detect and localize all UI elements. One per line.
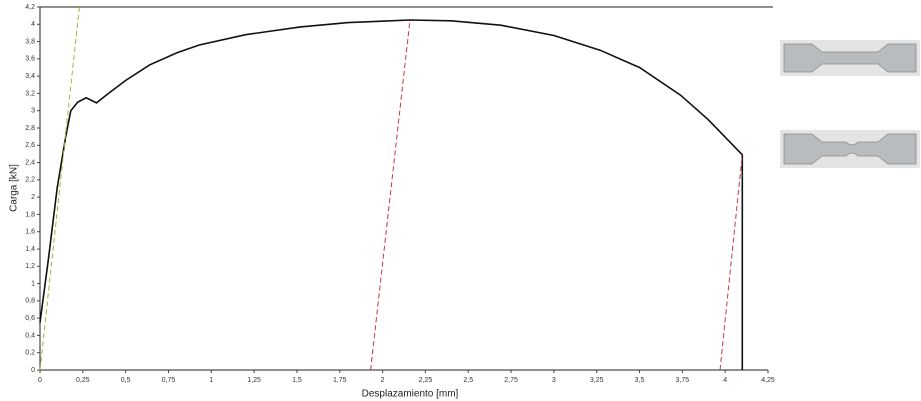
- y-tick-label: 2,2: [25, 177, 35, 184]
- x-tick-label: 2,5: [463, 377, 473, 384]
- x-tick-label: 3,5: [635, 377, 645, 384]
- y-tick-label: 3: [31, 108, 35, 115]
- x-tick-label: 4: [723, 377, 727, 384]
- y-tick-label: 3,2: [25, 90, 35, 97]
- y-tick-label: 2,4: [25, 159, 35, 166]
- y-tick-label: 4,2: [25, 4, 35, 11]
- y-tick-label: 0: [31, 367, 35, 374]
- y-tick-label: 1,8: [25, 211, 35, 218]
- x-tick-label: 0,5: [121, 377, 131, 384]
- specimen-photo-before: [780, 40, 920, 76]
- x-tick-label: 0,25: [76, 377, 90, 384]
- x-tick-label: 0,75: [162, 377, 176, 384]
- x-tick-label: 0: [38, 377, 42, 384]
- x-tick-label: 1: [209, 377, 213, 384]
- y-tick-label: 0,8: [25, 298, 35, 305]
- dashed-line: [719, 154, 743, 371]
- y-tick-label: 4: [31, 21, 35, 28]
- load-curve: [39, 19, 744, 370]
- specimen-photo-after: [780, 130, 920, 168]
- dashed-line: [370, 19, 411, 371]
- x-tick-label: 1,25: [247, 377, 261, 384]
- y-tick-label: 1,4: [25, 246, 35, 253]
- y-tick-label: 2: [31, 194, 35, 201]
- y-tick-label: 3,6: [25, 56, 35, 63]
- y-tick-label: 1,2: [25, 263, 35, 270]
- y-tick-label: 0,6: [25, 315, 35, 322]
- x-tick-label: 3,25: [590, 377, 604, 384]
- y-tick-label: 0,4: [25, 332, 35, 339]
- x-tick-label: 2,75: [504, 377, 518, 384]
- x-tick-label: 4,25: [761, 377, 775, 384]
- x-tick-label: 1,75: [333, 377, 347, 384]
- y-tick-label: 1: [31, 280, 35, 287]
- x-tick-label: 1,5: [292, 377, 302, 384]
- y-tick-label: 3,4: [25, 73, 35, 80]
- y-axis-label: Carga [kN]: [9, 164, 20, 212]
- dashed-line: [39, 6, 80, 371]
- y-tick-label: 2,8: [25, 125, 35, 132]
- x-tick-label: 2: [381, 377, 385, 384]
- x-tick-label: 3,75: [676, 377, 690, 384]
- y-tick-label: 2,6: [25, 142, 35, 149]
- y-tick-label: 1,6: [25, 229, 35, 236]
- y-tick-label: 0,2: [25, 350, 35, 357]
- x-axis-label: Desplazamiento [mm]: [362, 389, 459, 400]
- x-tick-label: 2,25: [419, 377, 433, 384]
- x-tick-label: 3: [552, 377, 556, 384]
- y-tick-label: 3,8: [25, 38, 35, 45]
